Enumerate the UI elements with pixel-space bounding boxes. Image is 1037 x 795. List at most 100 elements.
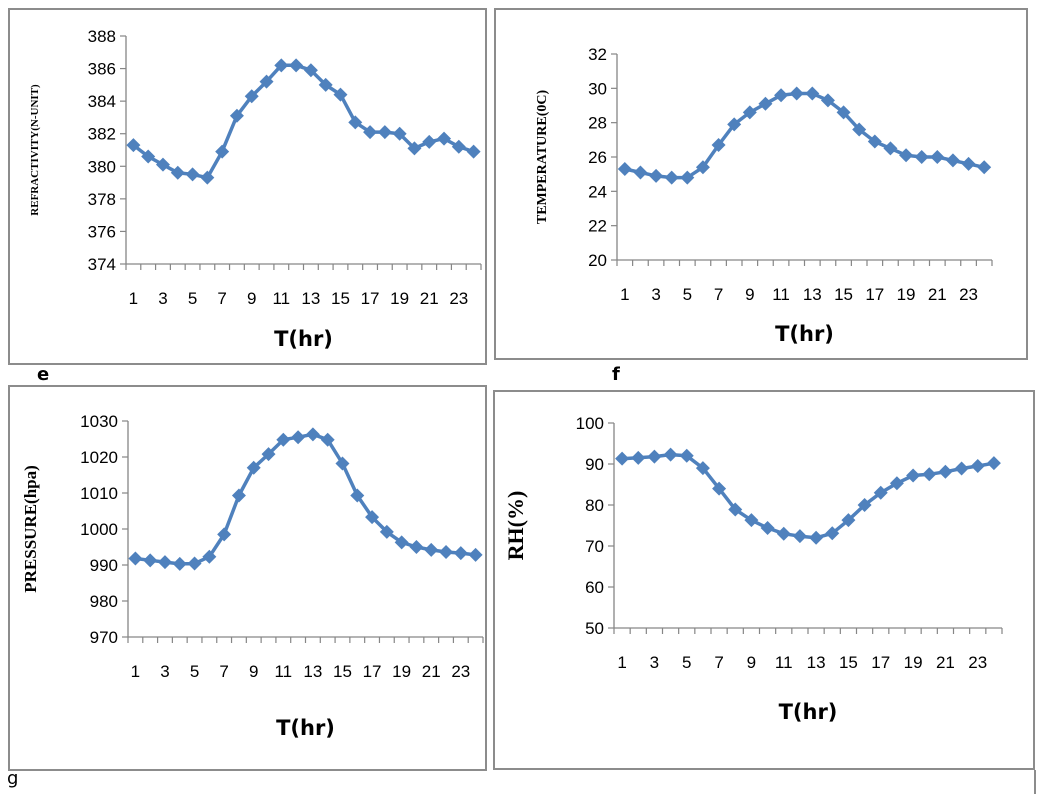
y-tick-label: 378 (88, 190, 116, 209)
x-tick-label: 15 (839, 653, 858, 672)
data-point (631, 450, 646, 465)
data-point (348, 115, 363, 130)
x-tick-label: 3 (651, 285, 660, 304)
data-point (439, 545, 454, 560)
chart-panel-pressure: 970 980 990 1000 1010 1020 1030 1 3 5 7 9 11 13 15 17 19… (8, 385, 487, 771)
data-point (711, 137, 726, 152)
data-point (217, 527, 232, 542)
x-tick-label: 17 (363, 662, 382, 681)
x-tick-label: 21 (936, 653, 955, 672)
x-tick-label: 9 (249, 662, 258, 681)
data-point (185, 167, 200, 182)
chart-panel-temperature: 20 22 24 26 28 30 32 1 3 5 7 9 11 13 15 17 19 21 23 T(hr) TE… (494, 8, 1028, 360)
panel-edge-mark (1034, 770, 1036, 794)
data-point (261, 447, 276, 462)
data-point (809, 530, 824, 545)
y-tick-label: 374 (88, 255, 116, 274)
data-point (451, 139, 466, 154)
data-point (143, 553, 158, 568)
x-tick-label: 11 (775, 653, 793, 672)
data-point (728, 502, 743, 517)
data-point (200, 170, 215, 185)
x-tick-label: 7 (714, 285, 723, 304)
data-point (231, 488, 246, 503)
y-tick-label: 70 (585, 537, 604, 556)
x-tick-label: 9 (247, 289, 256, 308)
y-tick-label: 1020 (80, 448, 118, 467)
data-point (615, 451, 630, 466)
series-line-pressure (135, 432, 476, 566)
data-point (820, 93, 835, 108)
y-tick-label: 22 (588, 217, 607, 236)
x-tick-label: 17 (865, 285, 884, 304)
x-tick-label: 9 (747, 653, 756, 672)
x-tick-label: 19 (390, 289, 409, 308)
x-tick-label: 23 (449, 289, 468, 308)
data-point (394, 535, 409, 550)
x-tick-label: 11 (274, 662, 292, 681)
data-point (867, 134, 882, 149)
data-point (792, 529, 807, 544)
data-point (679, 448, 694, 463)
data-point (246, 460, 261, 475)
y-tick-label: 388 (88, 27, 116, 46)
x-tick-label: 5 (188, 289, 197, 308)
data-point (727, 117, 742, 132)
x-axis-title: T(hr) (779, 700, 838, 724)
data-point (289, 58, 304, 73)
y-tick-label: 376 (88, 222, 116, 241)
data-point (954, 461, 969, 476)
x-tick-label: 19 (392, 662, 411, 681)
data-point (922, 467, 937, 482)
data-point (774, 88, 789, 103)
data-point (695, 461, 710, 476)
y-tick-label: 990 (90, 556, 118, 575)
x-tick-label: 21 (420, 289, 439, 308)
y-tick-label: 386 (88, 60, 116, 79)
x-tick-label: 7 (217, 289, 226, 308)
y-tick-label: 80 (585, 496, 604, 515)
x-tick-label: 13 (803, 285, 822, 304)
x-tick-label: 7 (219, 662, 228, 681)
x-tick-label: 23 (968, 653, 987, 672)
data-point (468, 547, 483, 562)
chart-panel-refractivity: 374 376 378 380 382 384 386 388 1 3 5 7 9 11 13 15 17 19 2… (8, 8, 487, 365)
data-point (914, 150, 929, 164)
data-point (873, 485, 888, 500)
y-tick-label: 384 (88, 92, 116, 111)
y-axis-title: RH(%) (503, 491, 528, 561)
data-point (437, 131, 452, 146)
data-point (335, 456, 350, 471)
data-point (202, 549, 217, 564)
y-tick-label: 30 (588, 79, 607, 98)
x-tick-label: 15 (331, 289, 350, 308)
data-point (409, 540, 424, 554)
x-tick-label: 5 (682, 653, 691, 672)
x-tick-label: 15 (333, 662, 352, 681)
data-point (977, 160, 992, 175)
x-tick-label: 17 (361, 289, 380, 308)
panel-letter-f: f (612, 364, 620, 385)
y-tick-label: 382 (88, 125, 116, 144)
data-point (906, 468, 921, 483)
data-point (836, 105, 851, 120)
x-tick-label: 13 (303, 662, 322, 681)
data-point (170, 165, 185, 180)
x-tick-label: 15 (834, 285, 853, 304)
data-point (128, 551, 143, 566)
x-tick-label: 5 (683, 285, 692, 304)
x-tick-label: 23 (451, 662, 470, 681)
x-tick-label: 9 (745, 285, 754, 304)
data-point (305, 427, 320, 442)
data-point (889, 476, 904, 491)
y-tick-label: 32 (588, 45, 607, 64)
data-point (365, 510, 380, 525)
panel-letter-g: g (7, 768, 19, 789)
y-tick-label: 980 (90, 592, 118, 611)
data-point (215, 144, 230, 159)
data-point (760, 520, 775, 535)
data-point (259, 74, 274, 89)
